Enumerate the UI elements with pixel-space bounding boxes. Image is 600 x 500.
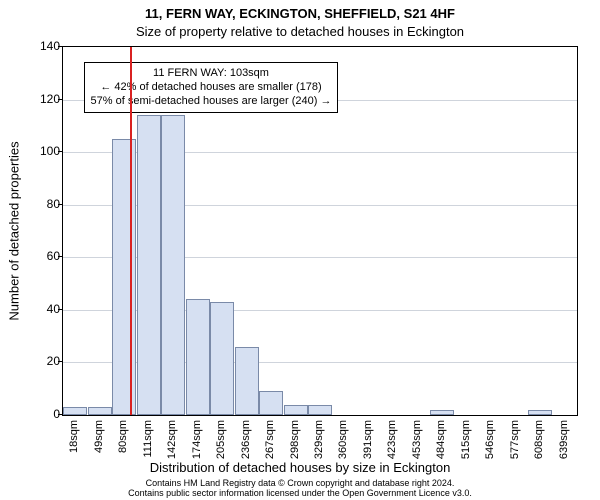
histogram-bar: [210, 302, 234, 415]
x-tick-label: 608sqm: [533, 420, 545, 459]
histogram-bar: [161, 115, 185, 415]
histogram-bar: [112, 139, 136, 415]
x-tick-label: 329sqm: [313, 420, 325, 459]
x-tick-label: 205sqm: [215, 420, 227, 459]
histogram-bar: [88, 407, 112, 415]
x-tick-label: 142sqm: [166, 420, 178, 459]
y-tick-mark: [58, 46, 62, 47]
x-tick-label: 298sqm: [289, 420, 301, 459]
y-tick-label: 40: [30, 302, 60, 316]
info-line-3: 57% of semi-detached houses are larger (…: [91, 94, 332, 108]
reference-line: [130, 47, 132, 415]
x-tick-label: 453sqm: [411, 420, 423, 459]
x-tick-label: 174sqm: [191, 420, 203, 459]
x-axis-label: Distribution of detached houses by size …: [0, 460, 600, 475]
footer-attribution: Contains HM Land Registry data © Crown c…: [0, 478, 600, 499]
histogram-bar: [235, 347, 259, 415]
plot-area: 11 FERN WAY: 103sqm ← 42% of detached ho…: [62, 46, 578, 416]
x-tick-label: 391sqm: [362, 420, 374, 459]
histogram-bar: [137, 115, 161, 415]
y-tick-mark: [58, 204, 62, 205]
chart-title-main: 11, FERN WAY, ECKINGTON, SHEFFIELD, S21 …: [0, 6, 600, 21]
x-tick-label: 577sqm: [509, 420, 521, 459]
histogram-bar: [528, 410, 552, 415]
y-tick-label: 140: [30, 39, 60, 53]
histogram-bar: [259, 391, 283, 415]
x-tick-label: 423sqm: [386, 420, 398, 459]
chart-title-sub: Size of property relative to detached ho…: [0, 24, 600, 39]
x-tick-label: 111sqm: [142, 420, 154, 458]
info-line-1: 11 FERN WAY: 103sqm: [91, 66, 332, 80]
x-tick-label: 484sqm: [435, 420, 447, 459]
y-tick-label: 100: [30, 144, 60, 158]
y-tick-mark: [58, 151, 62, 152]
y-tick-label: 80: [30, 197, 60, 211]
x-tick-label: 267sqm: [264, 420, 276, 459]
footer-line-2: Contains public sector information licen…: [0, 488, 600, 498]
histogram-bar: [284, 405, 308, 416]
y-tick-label: 60: [30, 249, 60, 263]
histogram-bar: [308, 405, 332, 416]
x-tick-label: 360sqm: [337, 420, 349, 459]
histogram-bar: [63, 407, 87, 415]
info-line-2: ← 42% of detached houses are smaller (17…: [91, 80, 332, 94]
y-tick-mark: [58, 309, 62, 310]
x-tick-label: 515sqm: [460, 420, 472, 459]
y-tick-label: 120: [30, 92, 60, 106]
x-tick-label: 18sqm: [68, 420, 80, 453]
histogram-bar: [430, 410, 454, 415]
x-tick-label: 80sqm: [117, 420, 129, 453]
y-tick-label: 20: [30, 354, 60, 368]
chart-container: 11, FERN WAY, ECKINGTON, SHEFFIELD, S21 …: [0, 0, 600, 500]
y-tick-mark: [58, 99, 62, 100]
histogram-bar: [186, 299, 210, 415]
y-axis-label: Number of detached properties: [7, 141, 22, 320]
x-tick-label: 546sqm: [484, 420, 496, 459]
x-tick-label: 49sqm: [93, 420, 105, 453]
y-tick-mark: [58, 256, 62, 257]
y-tick-mark: [58, 361, 62, 362]
x-tick-label: 639sqm: [558, 420, 570, 459]
y-tick-label: 0: [30, 407, 60, 421]
y-tick-mark: [58, 414, 62, 415]
info-box: 11 FERN WAY: 103sqm ← 42% of detached ho…: [84, 62, 339, 113]
footer-line-1: Contains HM Land Registry data © Crown c…: [0, 478, 600, 488]
x-tick-label: 236sqm: [240, 420, 252, 459]
